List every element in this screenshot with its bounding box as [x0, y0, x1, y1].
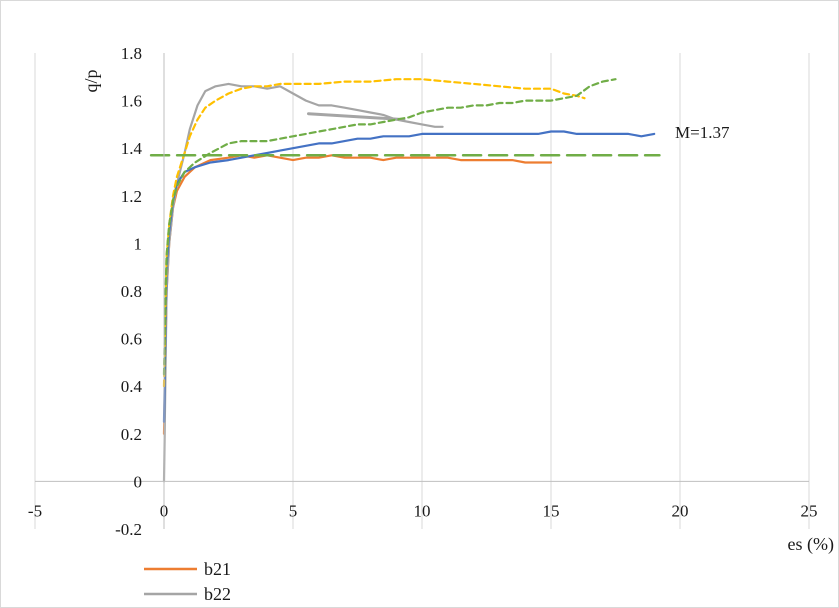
legend-label: b21: [204, 559, 231, 579]
x-tick-label: 15: [543, 501, 560, 520]
series-line-5: [162, 78, 617, 376]
y-tick-label: 1.4: [121, 139, 143, 158]
y-tick-label: 1.2: [121, 187, 142, 206]
x-axis-title: es (%): [788, 534, 834, 555]
series-line-b22: [162, 82, 444, 483]
series-line-b21: [162, 154, 553, 435]
axis-layer: -0.2 0 0.2 0.4 0.6 0.8 1 1.2 1.4 1.6 1.8 -5 0 5 10 15 20…: [28, 44, 818, 539]
series-line-4: [162, 78, 586, 388]
y-tick-label: 0: [134, 472, 143, 491]
series-layer: [149, 78, 661, 483]
y-tick-label: 0.2: [121, 425, 142, 444]
y-tick-label: 1.8: [121, 44, 142, 63]
y-tick-label: 1: [134, 234, 143, 253]
x-tick-label: -5: [28, 501, 42, 520]
y-tick-label: 0.4: [121, 377, 143, 396]
x-tick-label: 0: [160, 501, 169, 520]
legend-label: b22: [204, 584, 231, 604]
x-tick-label: 25: [801, 501, 818, 520]
y-tick-label: -0.2: [115, 520, 142, 539]
series-line-2: [307, 112, 406, 122]
annotation-label: M=1.37: [675, 123, 730, 142]
x-tick-label: 10: [414, 501, 431, 520]
y-tick-label: 0.8: [121, 282, 142, 301]
y-tick-label: 0.6: [121, 330, 142, 349]
x-tick-label: 20: [672, 501, 689, 520]
y-tick-label: 1.6: [121, 92, 142, 111]
y-axis-title: q/p: [81, 69, 101, 92]
series-line-3: [162, 130, 656, 423]
x-tick-label: 5: [289, 501, 298, 520]
